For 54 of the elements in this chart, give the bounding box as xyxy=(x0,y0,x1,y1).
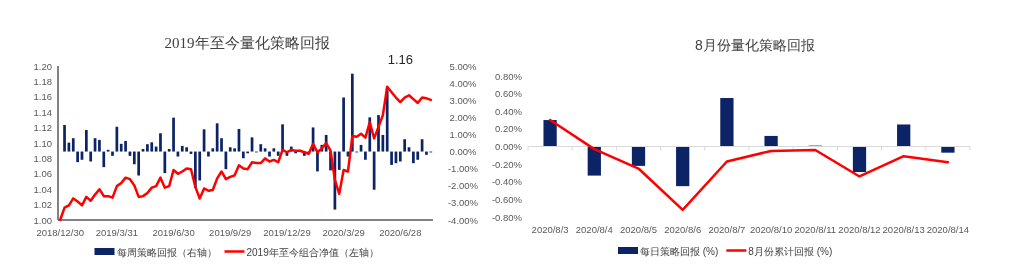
y2-tick-label: 2.00% xyxy=(449,111,478,123)
chart-title: 8月份量化策略回报 xyxy=(695,37,815,53)
y2-tick-label: -4.00% xyxy=(447,214,479,226)
y-tick-label: 0.20% xyxy=(495,123,523,135)
y-tick-label: 0.00% xyxy=(495,141,523,152)
y-tick-label: 1.12 xyxy=(33,122,52,134)
y-tick-label: 1.08 xyxy=(33,152,52,164)
x-tick-label: 2020/8/10 xyxy=(749,224,793,235)
x-tick-label: 2020/8/4 xyxy=(575,224,613,235)
legend-label: 每日策略回报 (%) xyxy=(640,246,719,257)
y2-tick-label: -1.00% xyxy=(447,163,479,175)
legend-label: 每周策略回报（右轴） xyxy=(116,247,217,258)
chart-title: 2019年至今量化策略回报 xyxy=(164,35,330,51)
y-tick-label: 1.00 xyxy=(33,214,52,226)
x-tick-label: 2019/6/30 xyxy=(152,227,195,238)
y-tick-label: -0.20% xyxy=(491,158,523,170)
x-tick-label: 2020/8/7 xyxy=(708,224,746,235)
y-tick-label: 0.40% xyxy=(495,105,523,117)
y-tick-label: 1.20 xyxy=(33,60,52,72)
x-tick-label: 2020/8/12 xyxy=(838,224,881,235)
y-tick-label: 1.10 xyxy=(33,137,52,149)
y-tick-label: 1.06 xyxy=(33,168,52,180)
x-tick-label: 2019/9/29 xyxy=(209,227,252,238)
y2-tick-label: 5.00% xyxy=(449,60,478,72)
legend-label: 2019年至今组合净值（左轴） xyxy=(246,247,379,258)
x-tick-label: 2020/8/13 xyxy=(882,224,925,235)
x-tick-label: 2020/8/14 xyxy=(926,224,970,235)
x-tick-label: 2020/8/5 xyxy=(620,224,657,235)
x-tick-label: 2018/12/30 xyxy=(36,227,84,238)
y-tick-label: 0.80% xyxy=(495,70,523,82)
y-tick-label: 1.18 xyxy=(33,75,52,87)
y-tick-label: 1.04 xyxy=(33,183,52,195)
x-tick-label: 2019/3/31 xyxy=(95,227,138,238)
y2-tick-label: 1.00% xyxy=(449,128,478,140)
y-tick-label: 1.02 xyxy=(33,199,52,211)
x-tick-label: 2020/8/6 xyxy=(664,224,702,235)
x-tick-label: 2019/12/29 xyxy=(263,227,311,238)
y-tick-label: -0.80% xyxy=(491,211,523,223)
x-tick-label: 2020/8/3 xyxy=(531,224,569,235)
legend-label: 8月份累计回报 (%) xyxy=(748,246,833,257)
x-tick-label: 2020/3/29 xyxy=(322,227,365,238)
x-tick-label: 2020/6/28 xyxy=(379,227,422,238)
annotation: 1.16 xyxy=(387,52,413,67)
y-tick-label: -0.60% xyxy=(491,193,523,205)
x-tick-label: 2020/8/11 xyxy=(794,224,837,235)
y2-tick-label: 0.00% xyxy=(449,146,478,158)
y2-tick-label: 4.00% xyxy=(449,77,478,89)
y2-tick-label: 3.00% xyxy=(449,94,478,106)
y2-tick-label: -2.00% xyxy=(447,180,479,192)
y-tick-label: 1.14 xyxy=(33,106,52,118)
y2-tick-label: -3.00% xyxy=(447,197,479,209)
y-tick-label: 0.60% xyxy=(495,88,523,100)
y-tick-label: 1.16 xyxy=(33,91,52,103)
y-tick-label: -0.40% xyxy=(491,176,523,188)
